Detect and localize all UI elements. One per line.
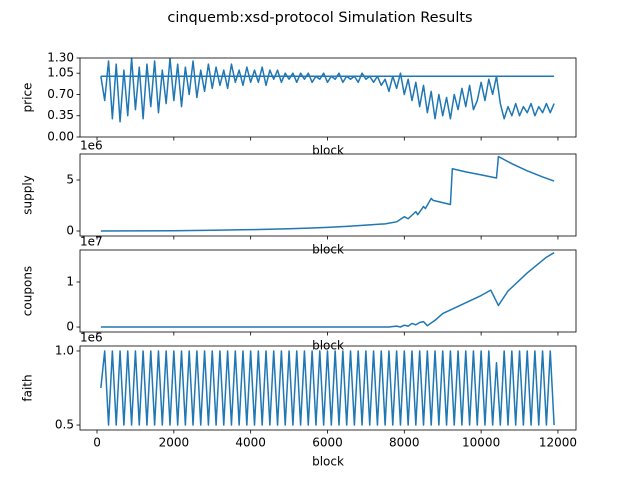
- y-tick-label: 1.0: [55, 343, 74, 357]
- x-axis-label: block: [312, 455, 344, 469]
- y-axis-label: supply: [21, 175, 35, 215]
- x-axis-label: block: [312, 243, 344, 257]
- y-axis-label: faith: [21, 374, 35, 401]
- y-tick-label: 0.35: [47, 108, 74, 122]
- data-line: [100, 350, 555, 426]
- y-tick-label: 1: [66, 274, 74, 288]
- x-tick-label: 12000: [539, 436, 577, 450]
- x-axis-label: block: [312, 144, 344, 158]
- y-axis-label: coupons: [21, 266, 35, 316]
- x-tick-label: 10000: [462, 436, 500, 450]
- y-tick-label: 0: [66, 320, 74, 334]
- subplot: 0 5 block supply 1e6: [21, 139, 577, 257]
- y-tick-label: 5: [66, 173, 74, 187]
- axes-frame: [79, 57, 577, 138]
- figure-title: cinquemb:xsd-protocol Simulation Results: [167, 10, 472, 26]
- axes-frame: [79, 153, 577, 237]
- y-axis-label: price: [21, 83, 35, 113]
- offset-label: 1e6: [80, 139, 103, 153]
- x-tick-label: 6000: [312, 436, 343, 450]
- y-tick-label: 0: [66, 224, 74, 238]
- axes-frame: [79, 345, 577, 431]
- subplot: 0.5 1.0 0 2000 4000 6000 8000 10000 12000 block fa…: [21, 331, 578, 469]
- x-axis-label: block: [312, 339, 344, 353]
- subplot: 0.00 0.35 0.70 1.051.30 block price: [21, 51, 577, 158]
- y-tick-label: 0.70: [47, 87, 74, 101]
- offset-label: 1e6: [80, 331, 103, 345]
- offset-label: 1e7: [80, 235, 103, 249]
- subplot: 0 1 block coupons 1e7: [21, 235, 577, 353]
- x-tick-label: 4000: [235, 436, 266, 450]
- y-tick-label: 0.5: [55, 418, 74, 432]
- axes-frame: [79, 249, 577, 333]
- y-tick-label: 1.30: [47, 51, 74, 65]
- y-tick-label: 1.05: [47, 66, 74, 80]
- data-line: [100, 155, 555, 232]
- y-tick-label: 0.00: [47, 130, 74, 144]
- x-tick-label: 0: [93, 436, 101, 450]
- x-tick-label: 8000: [389, 436, 420, 450]
- x-tick-label: 2000: [159, 436, 190, 450]
- data-line: [100, 252, 555, 328]
